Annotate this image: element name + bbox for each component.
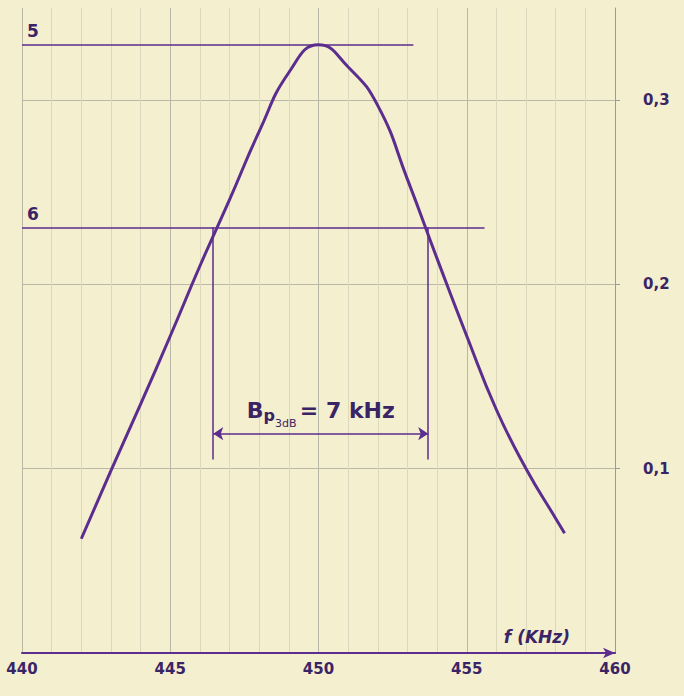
svg-text:3dB: 3dB xyxy=(275,417,297,430)
svg-text:440: 440 xyxy=(6,660,37,678)
svg-text:6: 6 xyxy=(27,204,39,224)
svg-text:p: p xyxy=(263,406,274,425)
svg-text:= 7 kHz: = 7 kHz xyxy=(300,398,395,423)
svg-text:455: 455 xyxy=(451,660,482,678)
svg-text:f (KHz): f (KHz) xyxy=(504,627,570,647)
svg-text:0,3: 0,3 xyxy=(643,91,670,109)
svg-text:445: 445 xyxy=(155,660,186,678)
svg-text:460: 460 xyxy=(599,660,630,678)
svg-text:B: B xyxy=(247,398,264,423)
svg-text:450: 450 xyxy=(303,660,334,678)
svg-text:0,1: 0,1 xyxy=(643,460,670,478)
svg-text:5: 5 xyxy=(27,21,39,41)
svg-text:0,2: 0,2 xyxy=(643,275,670,293)
